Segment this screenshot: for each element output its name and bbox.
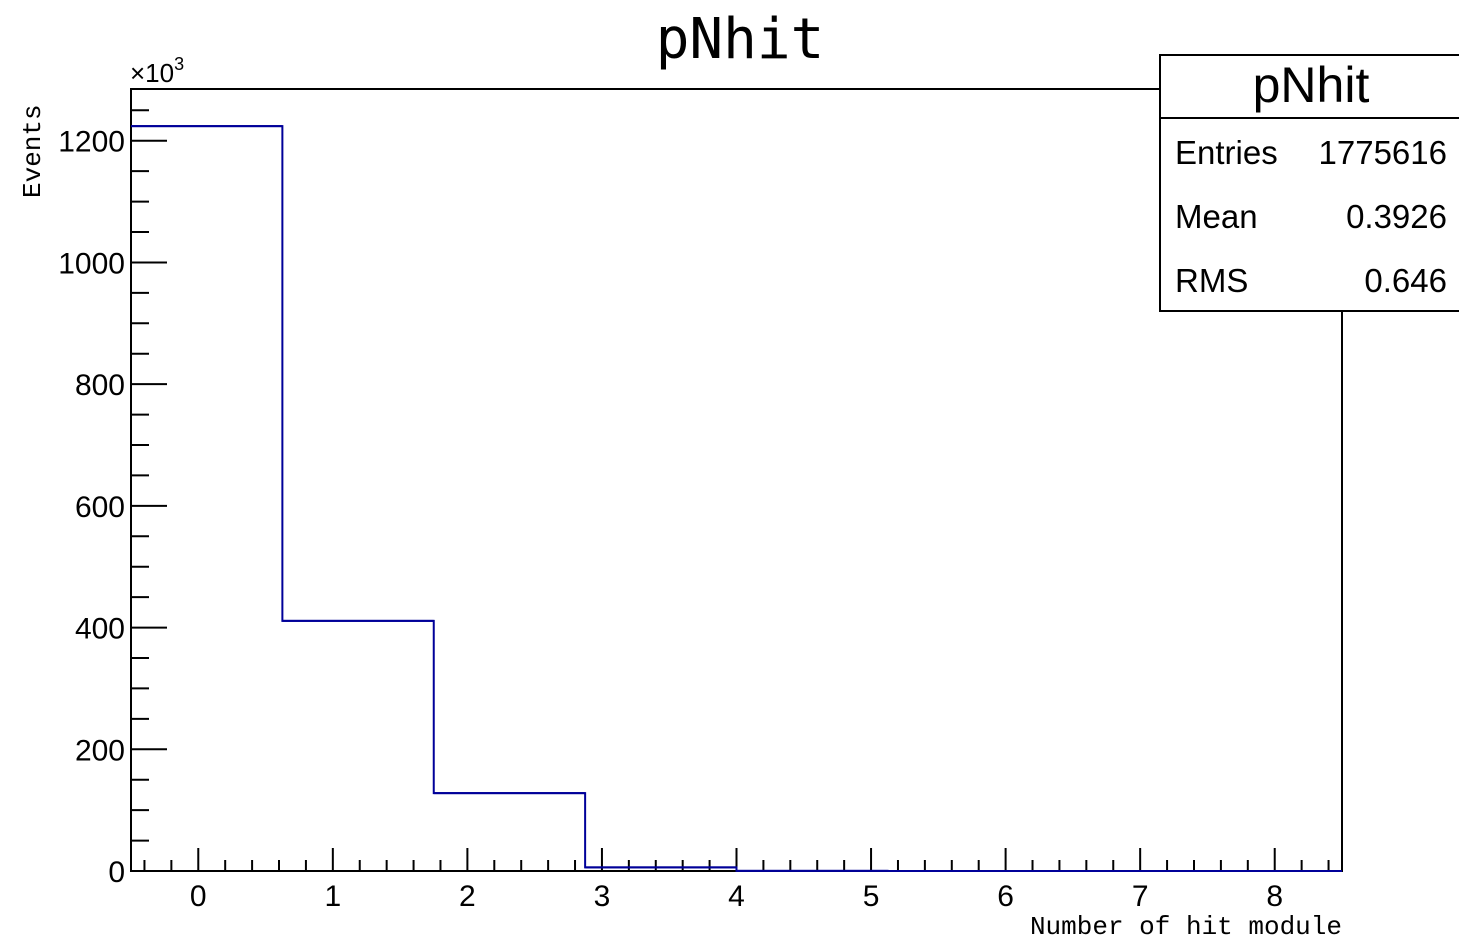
x-tick-label: 7 bbox=[1132, 880, 1149, 913]
x-axis-label: Number of hit module bbox=[1030, 912, 1342, 942]
x-tick-label: 0 bbox=[190, 880, 207, 913]
y-axis-label: Events bbox=[18, 104, 48, 198]
y-multiplier-label: ×103 bbox=[130, 54, 184, 88]
plot-area: 0 200 400 600 800 1000 1200 0 1 2 3 4 5 6 7 8 bbox=[58, 88, 1343, 913]
y-tick-label: 600 bbox=[75, 491, 125, 524]
histogram-bins bbox=[131, 125, 1342, 872]
y-tick-label: 200 bbox=[75, 734, 125, 767]
stats-box-frame bbox=[1159, 54, 1459, 312]
y-tick-label: 1000 bbox=[58, 247, 125, 280]
x-tick-label: 2 bbox=[459, 880, 476, 913]
x-tick-label: 5 bbox=[863, 880, 880, 913]
x-tick-label: 3 bbox=[594, 880, 611, 913]
stats-entries-value: 1775616 bbox=[1319, 134, 1447, 171]
chart-title: pNhit bbox=[656, 7, 825, 72]
y-tick-label: 400 bbox=[75, 613, 125, 646]
stats-entries-label: Entries bbox=[1175, 134, 1278, 171]
stats-rms-label: RMS bbox=[1175, 262, 1248, 299]
stats-rms-value: 0.646 bbox=[1364, 262, 1447, 299]
y-axis: 0 200 400 600 800 1000 1200 bbox=[58, 109, 167, 889]
stats-mean-value: 0.3926 bbox=[1346, 198, 1447, 235]
x-tick-label: 4 bbox=[728, 880, 745, 913]
y-tick-label: 0 bbox=[108, 856, 125, 889]
stats-box-title: pNhit bbox=[1253, 57, 1370, 113]
x-tick-label: 8 bbox=[1266, 880, 1283, 913]
x-tick-label: 1 bbox=[324, 880, 341, 913]
y-tick-label: 800 bbox=[75, 369, 125, 402]
y-tick-label: 1200 bbox=[58, 126, 125, 159]
y-multiplier-exponent: 3 bbox=[174, 54, 184, 74]
stats-mean-label: Mean bbox=[1175, 198, 1258, 235]
stats-box: pNhit Entries 1775616 Mean 0.3926 RMS 0.… bbox=[1159, 54, 1459, 312]
x-axis: 0 1 2 3 4 5 6 7 8 bbox=[143, 848, 1330, 913]
x-tick-label: 6 bbox=[997, 880, 1014, 913]
